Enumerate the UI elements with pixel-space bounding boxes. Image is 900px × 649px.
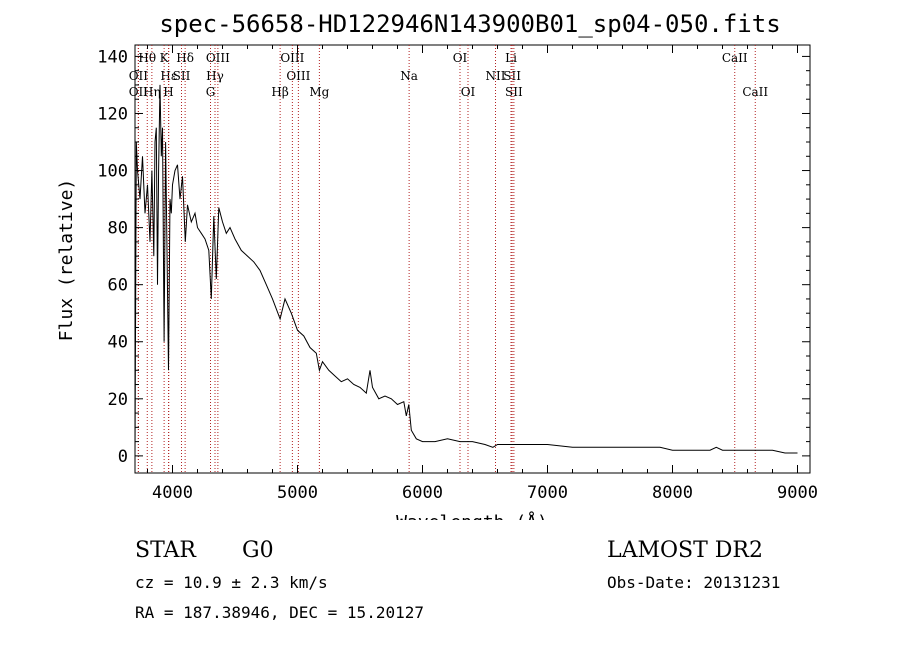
line-marker-label: NII [486, 69, 506, 83]
y-tick-label: 40 [108, 333, 128, 353]
y-tick-label: 20 [108, 390, 128, 410]
obs-date: Obs-Date: 20131231 [607, 573, 781, 592]
line-marker-label: Hγ [206, 69, 224, 83]
y-tick-label: 80 [108, 219, 128, 239]
line-marker-label: CaII [742, 85, 768, 99]
line-marker-label: Li [505, 51, 517, 65]
x-tick-label: 6000 [402, 483, 443, 503]
line-marker-label: Hθ [138, 51, 156, 65]
spectrum-chart: spec-56658-HD122946N143900B01_sp04-050.f… [56, 10, 818, 520]
y-tick-label: 100 [97, 162, 128, 182]
axes: 4000 5000 6000 7000 8000 9000 0 20 40 60 80 100 120 1… [97, 45, 818, 503]
chart-title: spec-56658-HD122946N143900B01_sp04-050.f… [159, 10, 780, 38]
y-tick-label: 60 [108, 276, 128, 296]
line-marker-label: OIII [286, 69, 310, 83]
survey-name: LAMOST DR2 [607, 538, 763, 563]
line-marker-label: OI [453, 51, 468, 65]
line-marker-label: Hη [143, 85, 161, 99]
line-marker-label: Hδ [176, 51, 194, 65]
line-marker-label: SII [505, 85, 523, 99]
x-tick-label: 4000 [152, 483, 193, 503]
line-marker-label: Mg [309, 85, 329, 99]
y-tick-label: 140 [97, 47, 128, 67]
line-marker-label: Na [400, 69, 418, 83]
redshift-text: cz = 10.9 ± 2.3 km/s [135, 573, 328, 592]
line-marker-label: OII [129, 85, 149, 99]
line-marker-label: H [163, 85, 173, 99]
object-subclass: G0 [242, 538, 274, 563]
spectrum-line [134, 84, 798, 456]
y-tick-label: 120 [97, 104, 128, 124]
x-tick-label: 8000 [652, 483, 693, 503]
line-marker-label: Hβ [271, 85, 288, 99]
coordinates: RA = 187.38946, DEC = 15.20127 [135, 603, 424, 622]
line-marker-label: OIII [206, 51, 230, 65]
plot-frame [134, 44, 811, 474]
x-tick-label: 7000 [527, 483, 568, 503]
y-axis-label: Flux (relative) [56, 179, 77, 342]
x-axis-label: Wavelength (Å) [396, 511, 548, 520]
object-class: STAR [135, 538, 196, 563]
x-tick-label: 9000 [777, 483, 818, 503]
line-marker-label: SII [503, 69, 521, 83]
line-marker-label: G [206, 85, 216, 99]
line-marker-label: K [160, 51, 170, 65]
line-marker-label: OI [461, 85, 476, 99]
line-marker-label: CaII [722, 51, 748, 65]
line-marker-label: OIII [280, 51, 304, 65]
line-marker-label: SII [173, 69, 191, 83]
y-tick-label: 0 [118, 447, 128, 467]
x-tick-label: 5000 [277, 483, 318, 503]
